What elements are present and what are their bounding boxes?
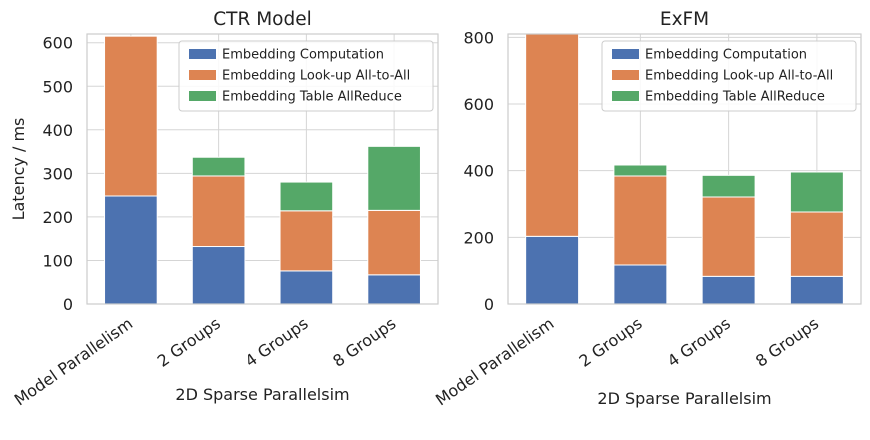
plot-frame bbox=[86, 33, 439, 305]
legend-label-embedding-look-up-all-to-all: Embedding Look-up All-to-All bbox=[645, 69, 833, 84]
bar-embedding-look-up-all-to-all-model-parallelism bbox=[525, 33, 580, 237]
y-tick-label: 400 bbox=[42, 121, 73, 140]
legend-swatch-embedding-table-allreduce bbox=[189, 91, 216, 101]
bar-embedding-look-up-all-to-all-2-groups bbox=[191, 175, 246, 248]
x-tick-label-8-groups: 8 Groups bbox=[329, 314, 399, 371]
bar-embedding-table-allreduce-2-groups bbox=[613, 164, 668, 177]
y-tick-label: 300 bbox=[42, 164, 73, 183]
x-axis-label: 2D Sparse Parallelsim bbox=[175, 385, 349, 404]
chart-panel-2: 0 200 400 600 800 Model Parallelism 2 Groups 4 … bbox=[432, 9, 862, 410]
x-tick-label-model-parallelism: Model Parallelism bbox=[432, 314, 557, 410]
legend-box bbox=[601, 40, 857, 112]
y-tick-label: 600 bbox=[463, 95, 494, 114]
bar-embedding-computation-model-parallelism bbox=[525, 235, 580, 305]
bar-embedding-computation-2-groups bbox=[191, 246, 246, 305]
bar-embedding-table-allreduce-4-groups bbox=[279, 181, 334, 212]
y-tick-label: 500 bbox=[42, 77, 73, 96]
legend-swatch-embedding-table-allreduce bbox=[612, 91, 639, 101]
legend-label-embedding-table-allreduce: Embedding Table AllReduce bbox=[222, 90, 402, 105]
legend-swatch-embedding-computation bbox=[612, 49, 639, 59]
bar-embedding-computation-2-groups bbox=[613, 264, 668, 305]
legend-box bbox=[178, 40, 434, 112]
y-tick-label: 100 bbox=[42, 251, 73, 270]
x-tick-label-2-groups: 2 Groups bbox=[576, 314, 646, 371]
bar-embedding-table-allreduce-4-groups bbox=[701, 174, 756, 198]
bar-embedding-table-allreduce-8-groups bbox=[367, 145, 421, 211]
y-tick-label: 200 bbox=[42, 208, 73, 227]
y-tick-label: 0 bbox=[63, 295, 73, 314]
bar-embedding-look-up-all-to-all-model-parallelism bbox=[104, 35, 158, 197]
bar-embedding-computation-4-groups bbox=[279, 270, 334, 305]
bar-embedding-computation-8-groups bbox=[367, 274, 421, 305]
bar-embedding-computation-8-groups bbox=[789, 275, 844, 305]
x-tick-label-4-groups: 4 Groups bbox=[664, 314, 734, 371]
bar-embedding-look-up-all-to-all-8-groups bbox=[789, 211, 844, 277]
legend-swatch-embedding-computation bbox=[189, 49, 216, 59]
legend-swatch-embedding-look-up-all-to-all bbox=[612, 70, 639, 80]
legend: Embedding Computation Embedding Look-up A… bbox=[178, 40, 434, 112]
chart-title: CTR Model bbox=[213, 9, 312, 30]
y-tick-label: 0 bbox=[484, 295, 494, 314]
chart-panel-1: 0 100 200 300 400 500 600 Model Parallelism 2 Gr… bbox=[9, 9, 439, 410]
bar-embedding-table-allreduce-2-groups bbox=[191, 156, 246, 177]
bar-embedding-look-up-all-to-all-4-groups bbox=[279, 210, 334, 272]
x-tick-label-4-groups: 4 Groups bbox=[242, 314, 312, 371]
legend: Embedding Computation Embedding Look-up A… bbox=[601, 40, 857, 112]
bar-embedding-computation-4-groups bbox=[701, 275, 756, 305]
bar-embedding-table-allreduce-8-groups bbox=[789, 171, 844, 213]
legend-label-embedding-table-allreduce: Embedding Table AllReduce bbox=[645, 90, 825, 105]
y-tick-label: 800 bbox=[463, 28, 494, 47]
x-axis-label: 2D Sparse Parallelsim bbox=[597, 389, 771, 408]
legend-label-embedding-look-up-all-to-all: Embedding Look-up All-to-All bbox=[222, 69, 410, 84]
legend-label-embedding-computation: Embedding Computation bbox=[645, 48, 807, 63]
legend-label-embedding-computation: Embedding Computation bbox=[222, 48, 384, 63]
y-tick-label: 400 bbox=[463, 162, 494, 181]
bar-embedding-look-up-all-to-all-4-groups bbox=[701, 196, 756, 277]
x-tick-label-2-groups: 2 Groups bbox=[154, 314, 224, 371]
y-tick-label: 600 bbox=[42, 34, 73, 53]
x-tick-label-model-parallelism: Model Parallelism bbox=[11, 314, 136, 410]
bar-embedding-computation-model-parallelism bbox=[104, 195, 158, 305]
legend-swatch-embedding-look-up-all-to-all bbox=[189, 70, 216, 80]
bar-embedding-look-up-all-to-all-2-groups bbox=[613, 175, 668, 266]
y-axis-label: Latency / ms bbox=[9, 118, 28, 221]
plot-frame bbox=[507, 33, 862, 305]
y-tick-label: 200 bbox=[463, 228, 494, 247]
chart-title: ExFM bbox=[660, 9, 709, 30]
x-tick-label-8-groups: 8 Groups bbox=[752, 314, 822, 371]
bar-embedding-look-up-all-to-all-8-groups bbox=[367, 209, 421, 276]
